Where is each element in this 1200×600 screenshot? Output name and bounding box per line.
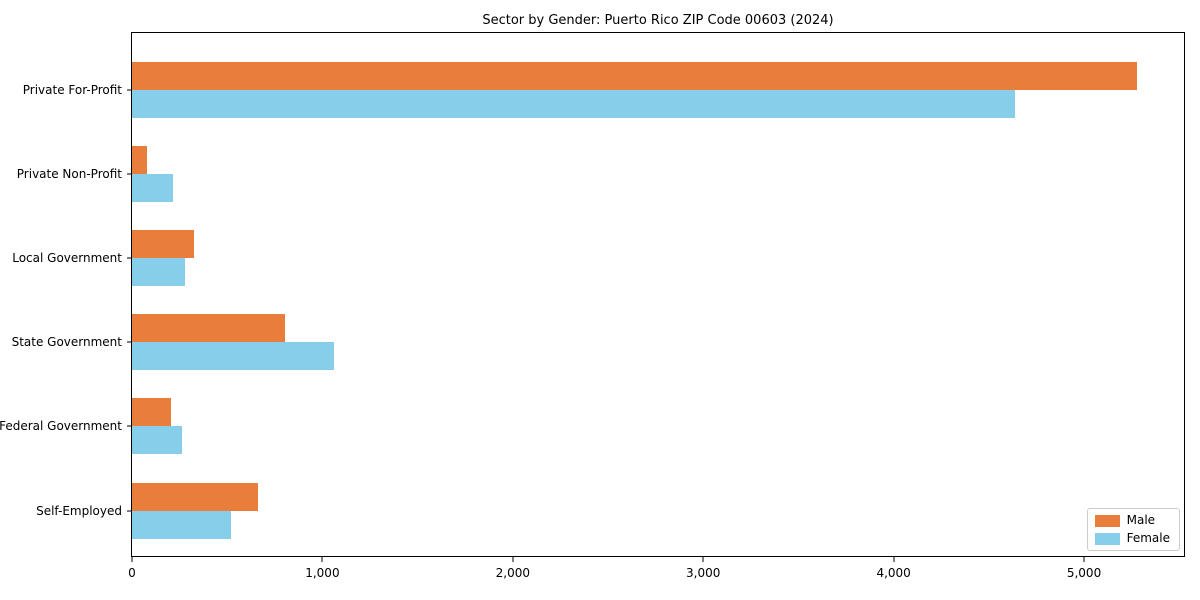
bar-group-local-government xyxy=(132,229,1184,286)
female-color-swatch xyxy=(1094,532,1120,545)
y-axis-tick xyxy=(127,89,131,90)
x-tick-label: 0 xyxy=(128,566,136,580)
x-tick-label: 2,000 xyxy=(495,566,530,580)
category-label: Private Non-Profit xyxy=(16,166,122,181)
legend: Male Female xyxy=(1086,508,1180,551)
male-bar xyxy=(132,145,147,174)
male-color-swatch xyxy=(1094,514,1120,527)
x-axis-tick xyxy=(1083,557,1085,562)
x-axis-tick xyxy=(321,557,323,562)
category-label: Private For-Profit xyxy=(22,82,122,97)
category-label: Local Government xyxy=(12,250,122,265)
male-bar xyxy=(132,482,258,511)
x-tick-label: 4,000 xyxy=(876,566,911,580)
x-axis-tick xyxy=(702,557,704,562)
female-bar xyxy=(132,342,334,371)
chart-title: Sector by Gender: Puerto Rico ZIP Code 0… xyxy=(482,13,834,28)
legend-label-female: Female xyxy=(1126,531,1170,545)
female-bar xyxy=(132,257,185,286)
y-axis-tick xyxy=(127,257,131,259)
bar-group-state-government xyxy=(132,314,1184,371)
male-bar xyxy=(132,229,194,258)
female-bar xyxy=(132,510,231,539)
male-bar xyxy=(132,398,171,427)
category-label: Federal Government xyxy=(0,419,122,434)
y-axis-tick xyxy=(127,341,131,343)
y-axis-tick xyxy=(127,510,131,511)
female-bar xyxy=(132,89,1015,118)
x-axis-tick xyxy=(512,557,514,562)
legend-entry-female: Female xyxy=(1094,531,1170,545)
bar-group-federal-government xyxy=(132,398,1184,455)
x-tick-label: 3,000 xyxy=(686,566,721,580)
y-axis-tick xyxy=(127,173,131,175)
male-bar xyxy=(132,61,1137,90)
legend-label-male: Male xyxy=(1126,513,1156,527)
x-tick-label: 1,000 xyxy=(305,566,340,580)
x-tick-label: 5,000 xyxy=(1066,566,1102,580)
bar-group-private-for-profit xyxy=(132,61,1184,118)
x-axis-tick xyxy=(131,557,133,562)
bar-group-self-employed xyxy=(132,482,1184,539)
female-bar xyxy=(132,426,182,455)
bar-group-private-non-profit xyxy=(132,145,1184,202)
category-label: Self-Employed xyxy=(36,503,122,518)
male-bar xyxy=(132,314,285,343)
category-label: State Government xyxy=(11,335,122,350)
y-axis-tick xyxy=(127,425,131,427)
female-bar xyxy=(132,173,173,202)
plot-area: Male Female Private For-Profit Private No… xyxy=(0,32,1185,580)
x-axis-tick xyxy=(893,557,895,562)
legend-entry-male: Male xyxy=(1094,513,1170,527)
